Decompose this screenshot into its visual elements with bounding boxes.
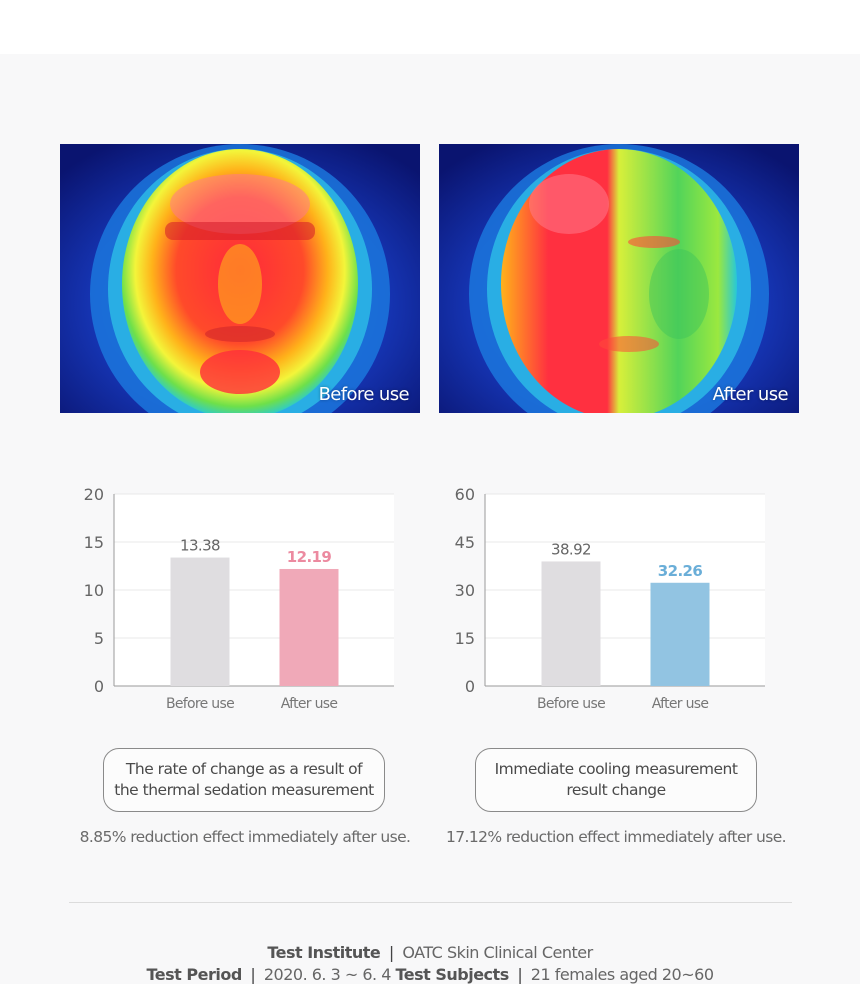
section-divider — [69, 902, 792, 903]
chart-cooling-measurement: 0 15 30 45 60 38.92 Before use 32.26 After use — [431, 478, 791, 718]
y-tick-label: 0 — [94, 677, 104, 696]
footer-institute: Test Institute | OATC Skin Clinical Cent… — [0, 943, 860, 962]
y-tick-label: 45 — [455, 533, 475, 552]
chart-thermal-sedation: 0 5 10 15 20 13.38 Before use 12.19 After use — [60, 478, 420, 718]
bar-after-use — [650, 582, 710, 686]
x-category-label: After use — [281, 696, 338, 712]
y-tick-label: 10 — [84, 581, 104, 600]
bar-chart-cooling-measurement: 0 15 30 45 60 38.92 Before use 32.26 After use — [455, 485, 765, 712]
data-label: 32.26 — [658, 562, 703, 580]
x-category-label: Before use — [537, 696, 605, 712]
y-tick-label: 15 — [455, 629, 475, 648]
photo-label-before: Before use — [318, 384, 410, 405]
data-label: 13.38 — [180, 537, 220, 555]
data-label: 38.92 — [551, 540, 591, 558]
y-tick-label: 0 — [465, 677, 475, 696]
top-bar — [0, 0, 860, 54]
y-tick-label: 5 — [94, 629, 104, 648]
bar-before-use — [541, 561, 601, 686]
reduction-note-thermal-sedation: 8.85% reduction effect immediately after… — [79, 828, 411, 846]
y-tick-label: 30 — [455, 581, 475, 600]
institute-value: OATC Skin Clinical Center — [402, 943, 593, 962]
data-label: 12.19 — [287, 548, 332, 566]
thermal-image-after: After use — [439, 144, 799, 413]
bar-before-use — [170, 557, 230, 686]
reduction-note-cooling-measurement: 17.12% reduction effect immediately afte… — [446, 828, 787, 846]
footer-separator: | — [388, 943, 394, 962]
bar-after-use — [279, 568, 339, 686]
y-tick-label: 20 — [84, 485, 104, 504]
thermal-face-before-graphic — [60, 144, 420, 413]
x-category-label: After use — [652, 696, 709, 712]
caption-box-cooling-measurement: Immediate cooling measurement result cha… — [475, 748, 757, 812]
x-category-label: Before use — [166, 696, 234, 712]
y-tick-label: 15 — [84, 533, 104, 552]
caption-box-thermal-sedation: The rate of change as a result of the th… — [103, 748, 385, 812]
thermal-image-before: Before use — [60, 144, 420, 413]
institute-label: Test Institute — [267, 943, 381, 962]
y-tick-label: 60 — [455, 485, 475, 504]
thermal-face-after-graphic — [439, 144, 799, 413]
photo-label-after: After use — [712, 384, 789, 405]
bar-chart-thermal-sedation: 0 5 10 15 20 13.38 Before use 12.19 After use — [84, 485, 394, 712]
